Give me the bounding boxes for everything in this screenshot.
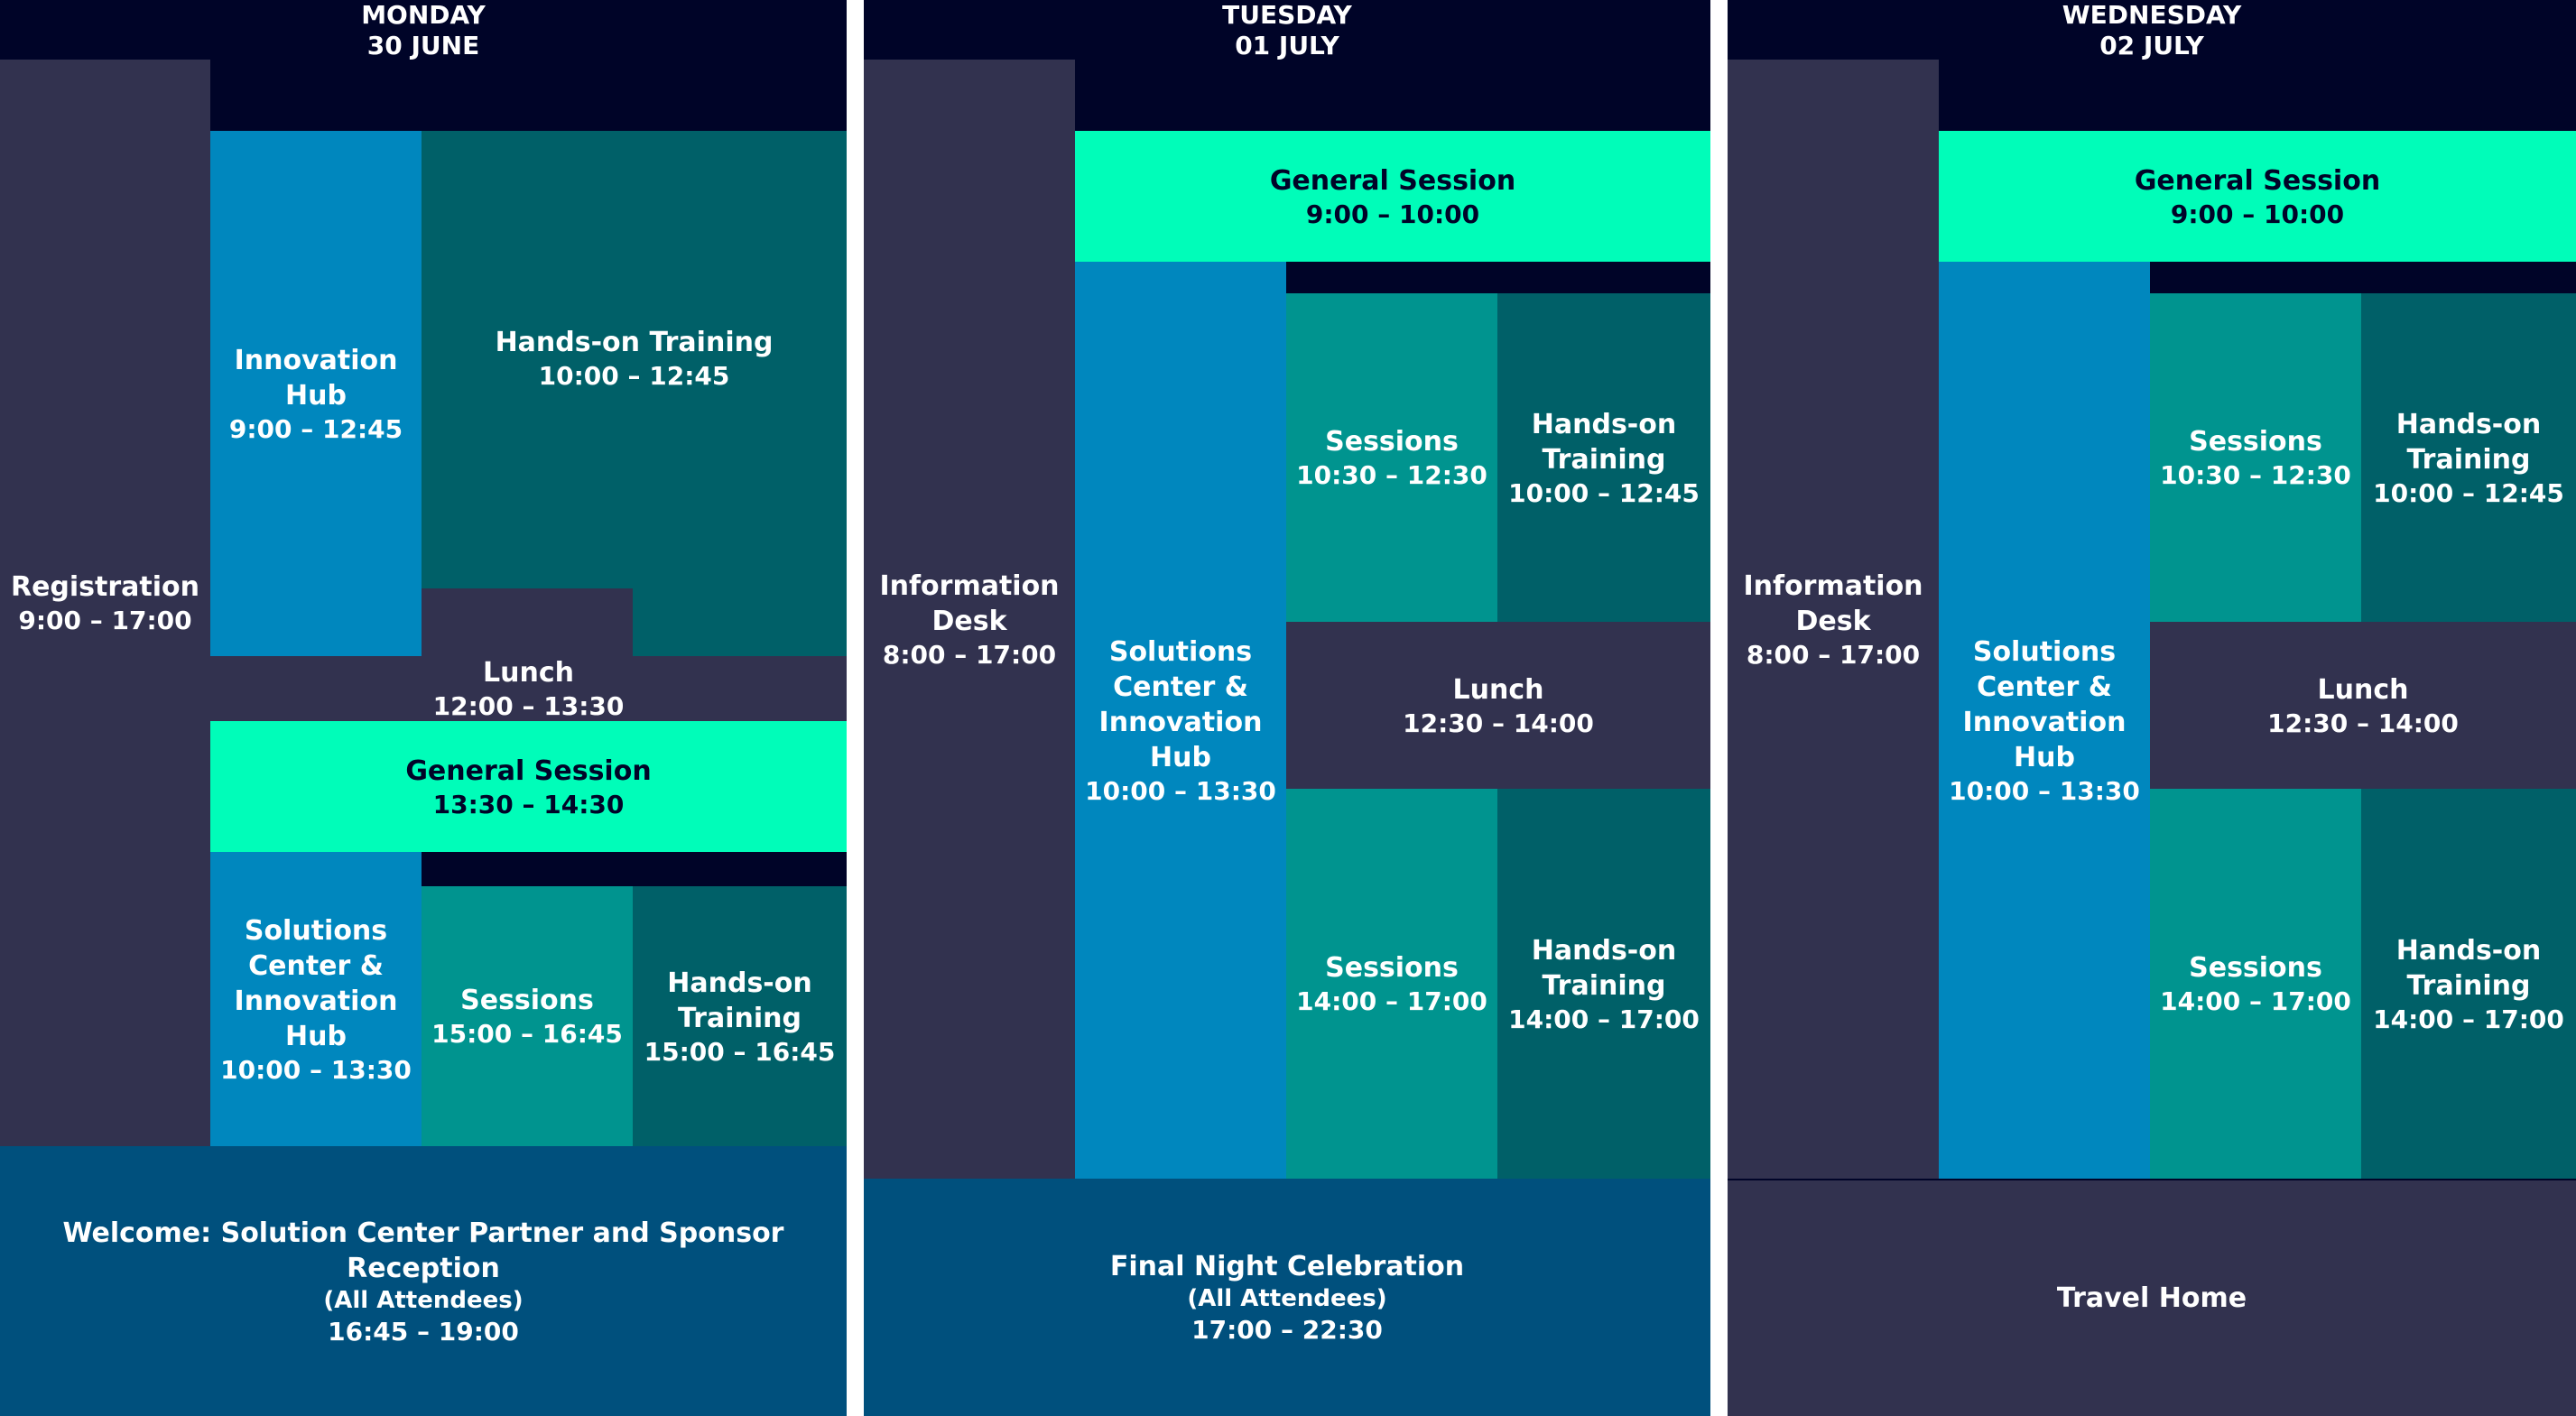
sessions-pm-block[interactable]: Sessions 15:00 – 16:45 [422,886,633,1146]
block-title: Solutions Center & Innovation Hub [234,914,398,1052]
general-session-block[interactable]: General Session 9:00 – 10:00 [1939,131,2576,262]
block-time: 8:00 – 17:00 [882,639,1057,670]
sessions-am-block[interactable]: Sessions 10:30 – 12:30 [1286,293,1497,622]
block-time: 14:00 – 17:00 [1296,986,1487,1016]
block-time: 10:30 – 12:30 [2160,460,2351,490]
block-title: General Session [1269,164,1516,197]
block-title: General Session [405,754,652,787]
block-title: Solutions Center & Innovation Hub [1962,635,2127,773]
block-title: Information Desk [879,569,1060,637]
block-title: Sessions [1325,952,1459,984]
hands-on-training-am-block[interactable]: Hands-on Training 10:00 – 12:45 [1497,293,1710,622]
block-time: 15:00 – 16:45 [644,1036,836,1067]
block-time: 10:30 – 12:30 [1296,460,1487,490]
evening-event-block[interactable]: Final Night Celebration (All Attendees) … [864,1179,1710,1416]
block-title: Hands-on Training [2395,408,2542,476]
day-column-monday: MONDAY 30 JUNE Registration 9:00 – 17:00… [0,0,847,1416]
block-time: 14:00 – 17:00 [1508,1004,1700,1034]
block-title: General Session [2134,164,2381,197]
solutions-center-block[interactable]: Solutions Center & Innovation Hub 10:00 … [1939,262,2150,1179]
lunch-block[interactable]: Lunch 12:00 – 13:30 [210,656,847,721]
block-time: 14:00 – 17:00 [2373,1004,2564,1034]
evening-event-block[interactable]: Travel Home [1728,1179,2576,1416]
block-title: Lunch [1452,673,1544,706]
block-note: (All Attendees) [323,1286,524,1314]
hands-on-training-am-block[interactable]: Hands-on Training 10:00 – 12:45 [422,131,847,656]
block-time: 12:30 – 14:00 [2267,708,2459,738]
block-title: Hands-on Training [495,327,774,358]
block-time: 10:00 – 12:45 [538,361,730,391]
innovation-hub-block[interactable]: Innovation Hub 9:00 – 12:45 [210,131,422,656]
sessions-pm-block[interactable]: Sessions 14:00 – 17:00 [1286,789,1497,1179]
block-time: 10:00 – 12:45 [2373,477,2564,508]
block-title: Hands-on Training [1531,934,1677,1002]
sessions-am-block[interactable]: Sessions 10:30 – 12:30 [2150,293,2361,622]
day-header: WEDNESDAY 02 JULY [1728,0,2576,60]
hands-on-training-pm-block[interactable]: Hands-on Training 14:00 – 17:00 [1497,789,1710,1179]
day-name: MONDAY [361,0,486,30]
lunch-block-extension [422,588,633,656]
solutions-center-block[interactable]: Solutions Center & Innovation Hub 10:00 … [210,852,422,1146]
block-time: 17:00 – 22:30 [1191,1315,1383,1345]
block-time: 14:00 – 17:00 [2160,986,2351,1016]
block-time: 9:00 – 12:45 [228,413,403,444]
block-time: 12:00 – 13:30 [432,691,625,721]
block-note: (All Attendees) [1187,1285,1387,1312]
information-desk-block[interactable]: Information Desk 8:00 – 17:00 [1728,60,1939,1179]
day-name: WEDNESDAY [2062,0,2242,30]
day-header: TUESDAY 01 JULY [864,0,1710,60]
day-date: 02 JULY [2099,31,2204,60]
day-date: 01 JULY [1235,31,1339,60]
solutions-center-block[interactable]: Solutions Center & Innovation Hub 10:00 … [1075,262,1286,1179]
block-time: 9:00 – 10:00 [1305,199,1480,229]
block-time: 16:45 – 19:00 [328,1316,519,1347]
evening-event-block[interactable]: Welcome: Solution Center Partner and Spo… [0,1146,847,1416]
information-desk-block[interactable]: Information Desk 8:00 – 17:00 [864,60,1075,1179]
block-time: 15:00 – 16:45 [431,1019,623,1049]
block-title: Final Night Celebration [1109,1251,1465,1282]
lunch-block[interactable]: Lunch 12:30 – 14:00 [1286,622,1710,789]
block-title: Solutions Center & Innovation Hub [1098,635,1263,773]
hands-on-training-pm-block[interactable]: Hands-on Training 14:00 – 17:00 [2361,789,2576,1179]
block-time: 10:00 – 13:30 [220,1054,412,1085]
block-title: Travel Home [2056,1282,2247,1314]
general-session-block[interactable]: General Session 9:00 – 10:00 [1075,131,1710,262]
block-title: Sessions [460,985,594,1016]
lunch-block[interactable]: Lunch 12:30 – 14:00 [2150,622,2576,789]
hands-on-training-pm-block[interactable]: Hands-on Training 15:00 – 16:45 [633,886,847,1146]
hands-on-training-am-block[interactable]: Hands-on Training 10:00 – 12:45 [2361,293,2576,622]
day-date: 30 JUNE [366,31,480,60]
block-title: Sessions [1325,426,1459,458]
block-time: 9:00 – 10:00 [2170,199,2345,229]
day-name: TUESDAY [1222,0,1352,30]
block-title: Lunch [2317,673,2409,706]
block-time: 10:00 – 12:45 [1508,477,1700,508]
block-title: Information Desk [1743,569,1923,637]
block-title: Registration [10,571,200,603]
block-time: 10:00 – 13:30 [1949,775,2140,806]
block-time: 9:00 – 17:00 [18,606,192,635]
general-session-block[interactable]: General Session 13:30 – 14:30 [210,721,847,852]
block-title: Lunch [483,657,574,689]
block-time: 10:00 – 13:30 [1085,775,1276,806]
block-time: 13:30 – 14:30 [432,789,625,819]
sessions-pm-block[interactable]: Sessions 14:00 – 17:00 [2150,789,2361,1179]
registration-block[interactable]: Registration 9:00 – 17:00 [0,60,210,1146]
block-title: Innovation Hub [234,344,398,412]
block-title: Hands-on Training [1531,408,1677,476]
day-header: MONDAY 30 JUNE [0,0,847,60]
block-time: 12:30 – 14:00 [1403,708,1594,738]
block-title: Sessions [2189,952,2322,984]
block-title: Hands-on Training [667,967,812,1034]
block-title: Welcome: Solution Center Partner and Spo… [62,1217,784,1284]
block-title: Hands-on Training [2395,934,2542,1002]
block-title: Sessions [2189,426,2322,458]
day-column-tuesday: TUESDAY 01 JULY Information Desk 8:00 – … [864,0,1710,1416]
block-time: 8:00 – 17:00 [1746,639,1921,670]
day-column-wednesday: WEDNESDAY 02 JULY Information Desk 8:00 … [1728,0,2576,1416]
